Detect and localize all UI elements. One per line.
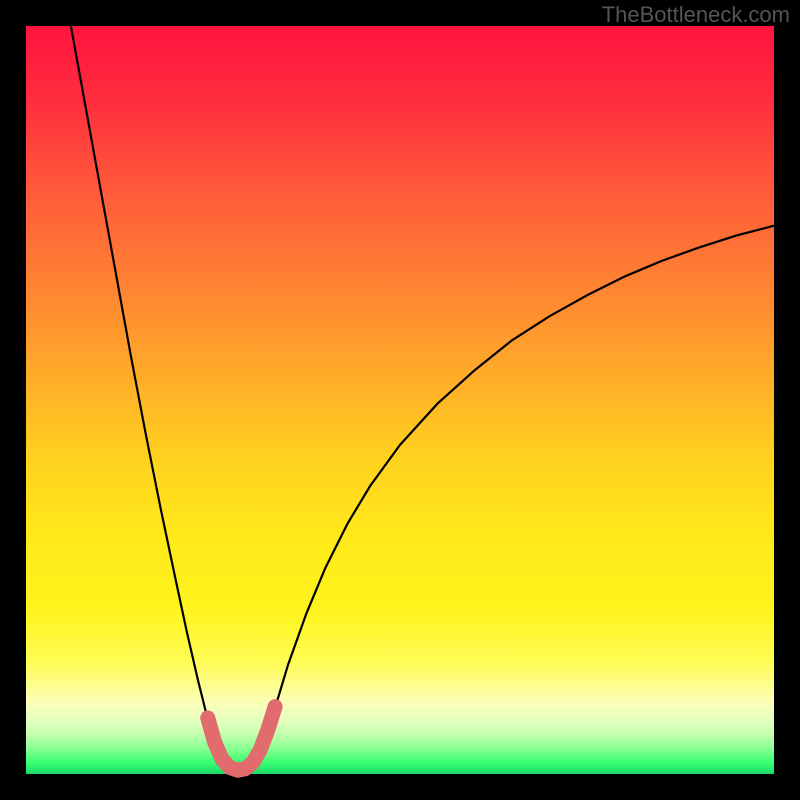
- watermark-text: TheBottleneck.com: [602, 2, 790, 28]
- bottleneck-curve-chart: [0, 0, 800, 800]
- chart-frame: TheBottleneck.com: [0, 0, 800, 800]
